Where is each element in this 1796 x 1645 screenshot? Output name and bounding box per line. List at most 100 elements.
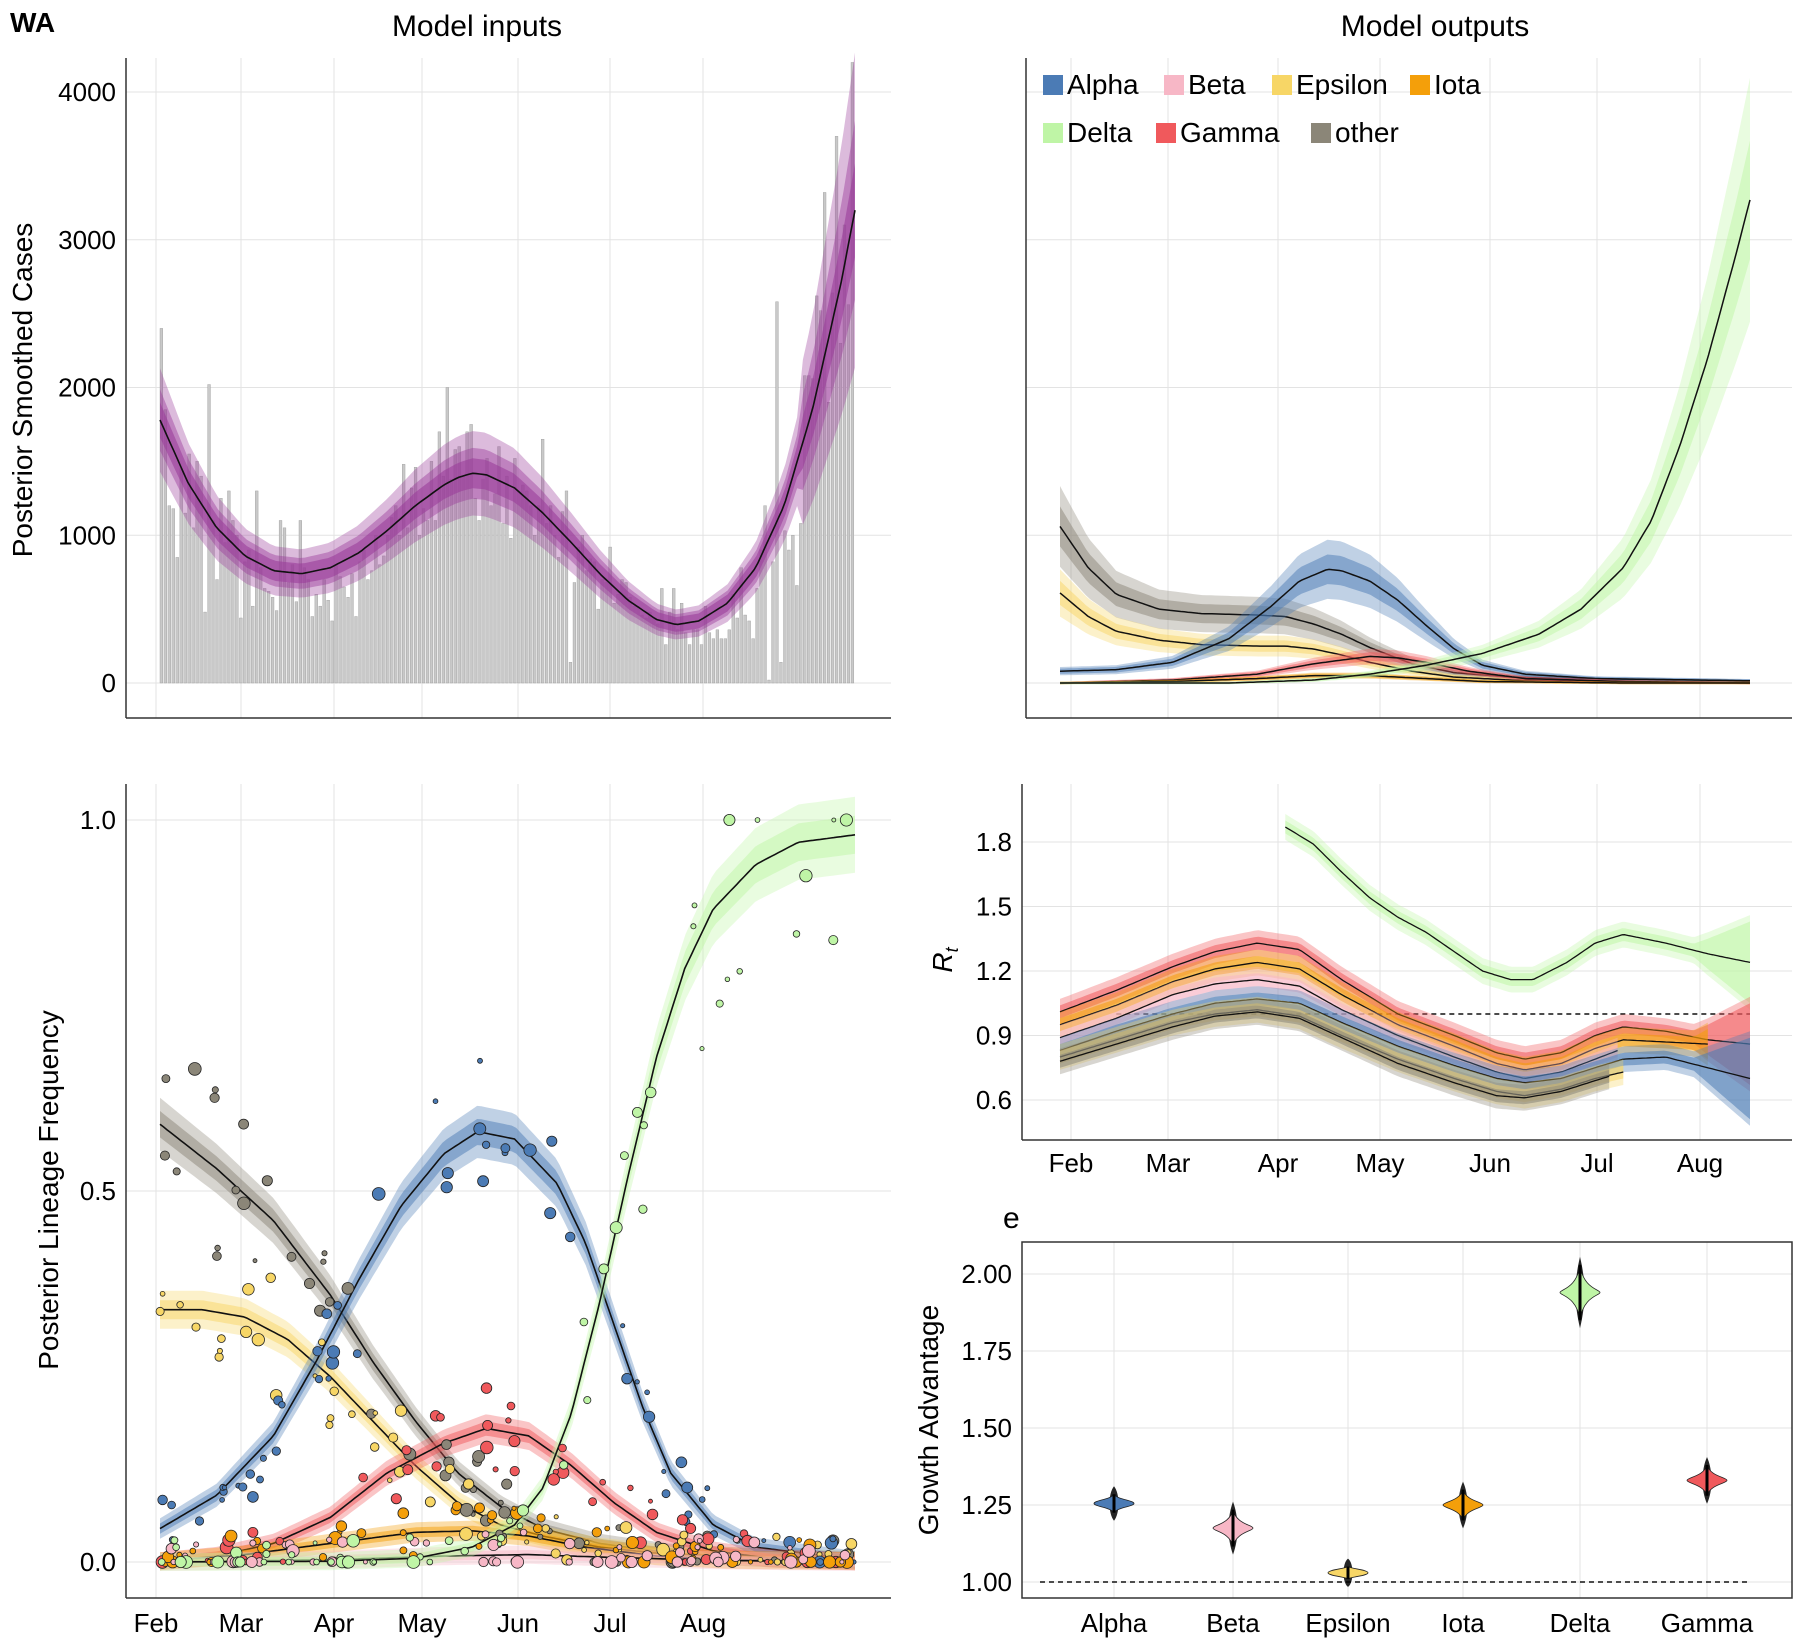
frequency-point-gamma xyxy=(558,1443,567,1453)
daily-case-bar xyxy=(429,461,434,684)
frequency-point-epsilon xyxy=(524,1539,530,1545)
variant-cases-lines xyxy=(1059,77,1751,685)
daily-case-bar xyxy=(195,461,199,684)
frequency-point-alpha xyxy=(219,1497,225,1503)
frequency-point-alpha xyxy=(681,1481,694,1494)
frequency-point-gamma xyxy=(506,1401,516,1411)
frequency-point-delta xyxy=(313,1558,320,1566)
frequency-point-beta xyxy=(671,1556,683,1568)
frequency-point-iota xyxy=(474,1502,485,1514)
daily-case-bar xyxy=(274,610,279,684)
frequency-point-epsilon xyxy=(388,1432,399,1443)
rt-line-alpha xyxy=(1059,998,1751,1084)
frequency-point-iota xyxy=(511,1505,517,1511)
frequency-point-iota xyxy=(536,1513,546,1523)
frequency-point-alpha xyxy=(194,1516,205,1526)
legend-swatch-delta xyxy=(1043,123,1063,143)
frequency-point-epsilon xyxy=(594,1549,602,1557)
frequency-point-iota xyxy=(717,1543,725,1551)
daily-case-bar xyxy=(838,342,843,684)
daily-case-bar xyxy=(596,608,600,684)
frequency-point-gamma xyxy=(492,1466,499,1473)
daily-case-bar xyxy=(354,616,358,684)
frequency-point-alpha xyxy=(621,1372,633,1385)
frequency-point-delta xyxy=(346,1534,360,1548)
variant-cases-line-alpha xyxy=(1059,568,1751,682)
frequency-point-gamma xyxy=(401,1445,412,1456)
frequency-point-epsilon xyxy=(773,1558,781,1566)
daily-case-bar xyxy=(787,549,791,684)
model-inputs-title: Model inputs xyxy=(392,10,562,43)
daily-case-bar xyxy=(727,629,731,684)
frequency-point-gamma xyxy=(627,1484,634,1492)
frequency-x-tick-jun: Jun xyxy=(497,1608,539,1638)
daily-case-bar xyxy=(207,384,211,684)
daily-case-bar xyxy=(215,579,219,684)
growth-x-ticks: Alpha Beta Epsilon Iota Delta Gamma xyxy=(1081,1608,1754,1638)
frequency-point-epsilon xyxy=(317,1338,326,1347)
frequency-point-delta xyxy=(497,1534,506,1543)
frequency-point-beta xyxy=(478,1556,489,1568)
frequency-point-epsilon xyxy=(214,1352,224,1362)
frequency-point-other xyxy=(159,1150,170,1161)
frequency-point-gamma xyxy=(685,1522,697,1534)
frequency-point-epsilon xyxy=(541,1524,550,1533)
frequency-point-iota xyxy=(823,1555,837,1569)
frequency-point-epsilon xyxy=(387,1477,393,1483)
growth-x-tick-alpha: Alpha xyxy=(1081,1608,1148,1638)
daily-case-bar xyxy=(191,527,195,684)
daily-case-bar xyxy=(187,453,191,684)
legend-label-other: other xyxy=(1335,117,1399,148)
frequency-point-iota xyxy=(796,1537,802,1543)
frequency-y-tick: 1.0 xyxy=(80,805,116,835)
frequency-point-delta xyxy=(288,1551,296,1559)
frequency-point-delta xyxy=(444,1536,454,1545)
daily-case-bar xyxy=(509,538,513,684)
daily-case-bar xyxy=(457,446,461,684)
frequency-point-epsilon xyxy=(459,1527,473,1541)
daily-case-bar xyxy=(235,535,239,684)
frequency-point-iota xyxy=(399,1546,408,1555)
daily-case-bar xyxy=(560,511,565,684)
legend-swatch-epsilon xyxy=(1272,75,1292,95)
daily-case-bar xyxy=(624,582,628,684)
frequency-point-delta xyxy=(715,999,724,1008)
daily-case-bar xyxy=(763,505,767,684)
growth-grid xyxy=(1022,1242,1792,1598)
frequency-point-epsilon xyxy=(372,1410,378,1416)
frequency-point-beta xyxy=(787,1545,793,1551)
rt-line-gamma xyxy=(1059,942,1751,1060)
daily-case-bar xyxy=(747,620,751,684)
cases-y-tick: 4000 xyxy=(58,77,116,107)
frequency-point-delta xyxy=(839,813,853,827)
rt-band-other-1 xyxy=(1060,1005,1610,1105)
rt-y-tick: 1.5 xyxy=(976,892,1012,922)
rt-y-label: Rt xyxy=(927,946,962,972)
cases-grid xyxy=(126,58,891,718)
frequency-point-gamma xyxy=(402,1464,414,1476)
frequency-point-beta xyxy=(675,1547,686,1558)
frequency-point-delta xyxy=(285,1558,293,1566)
rt-x-tick-apr: Apr xyxy=(1258,1148,1299,1178)
frequency-point-beta xyxy=(784,1555,798,1569)
frequency-y-ticks: 0.0 0.5 1.0 xyxy=(80,805,116,1577)
frequency-point-gamma xyxy=(279,1558,286,1565)
frequency-point-iota xyxy=(356,1528,367,1538)
frequency-point-iota xyxy=(399,1529,407,1537)
frequency-point-alpha xyxy=(271,1446,281,1456)
cases-y-tick: 2000 xyxy=(58,373,116,403)
frequency-point-epsilon xyxy=(240,1325,253,1339)
daily-case-bar xyxy=(541,439,545,684)
daily-case-bar xyxy=(771,561,775,684)
frequency-point-alpha xyxy=(167,1500,176,1510)
legend-label-epsilon: Epsilon xyxy=(1296,69,1388,100)
daily-case-bar xyxy=(568,662,573,684)
frequency-point-alpha xyxy=(473,1122,487,1136)
frequency-point-epsilon xyxy=(251,1333,265,1347)
frequency-x-ticks: Feb Mar Apr May Jun Jul Aug xyxy=(134,1608,727,1638)
frequency-point-epsilon xyxy=(462,1478,475,1490)
frequency-point-delta xyxy=(174,1556,187,1569)
daily-case-bar xyxy=(513,458,517,684)
frequency-point-delta xyxy=(691,902,698,909)
frequency-point-alpha xyxy=(221,1485,227,1491)
